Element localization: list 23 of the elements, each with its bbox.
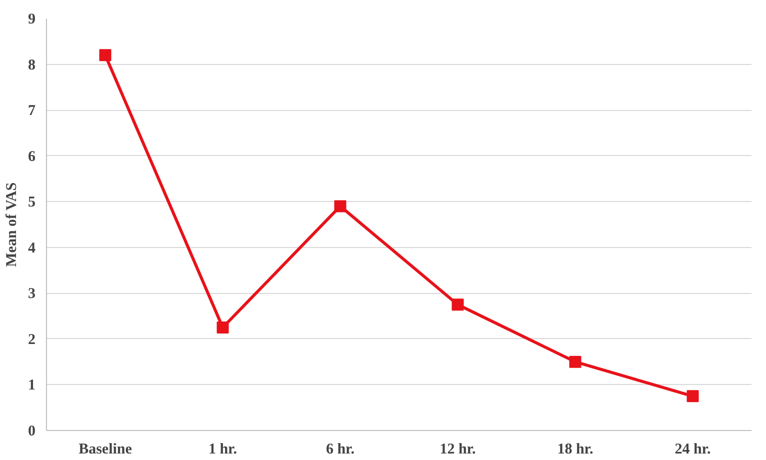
y-tick-label: 7 bbox=[28, 103, 36, 120]
point bbox=[569, 356, 582, 368]
point bbox=[452, 298, 464, 311]
y-tick-label: 6 bbox=[28, 148, 36, 165]
y-tick-label: 9 bbox=[28, 12, 36, 28]
x-tick-label: 18 hr. bbox=[557, 442, 594, 458]
x-tick-label: 6 hr. bbox=[326, 442, 355, 458]
point bbox=[216, 322, 229, 334]
y-axis-title: Mean of VAS bbox=[4, 182, 20, 267]
point bbox=[686, 390, 699, 402]
y-tick-label: 3 bbox=[28, 286, 36, 302]
x-tick-label: 1 hr. bbox=[208, 442, 238, 458]
x-tick-label: 24 hr. bbox=[674, 442, 712, 458]
x-tick-label: Baseline bbox=[78, 442, 132, 458]
y-tick-label: 0 bbox=[28, 424, 36, 440]
point bbox=[99, 49, 112, 62]
x-tick-label: 12 hr. bbox=[440, 442, 476, 458]
y-tick-label: 4 bbox=[28, 240, 36, 256]
y-tick-label: 8 bbox=[28, 57, 36, 74]
y-tick-label: 5 bbox=[28, 194, 36, 211]
y-tick-label: 2 bbox=[28, 332, 36, 348]
y-tick-label: 1 bbox=[28, 378, 36, 394]
point bbox=[334, 200, 346, 212]
